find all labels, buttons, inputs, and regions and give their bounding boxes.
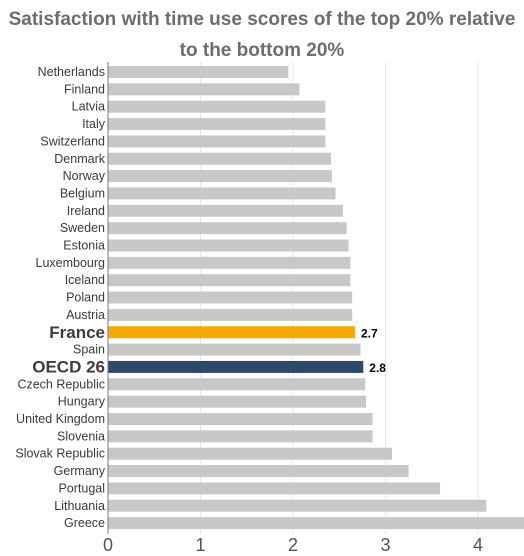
bar-united-kingdom	[108, 413, 373, 425]
x-tick-label: 1	[195, 535, 205, 555]
category-label-austria: Austria	[66, 308, 105, 322]
bar-germany	[108, 465, 409, 478]
category-label-hungary: Hungary	[58, 395, 106, 409]
bar-switzerland	[108, 135, 326, 148]
category-label-belgium: Belgium	[60, 186, 105, 200]
bar-sweden	[108, 222, 347, 235]
category-label-oecd-26: OECD 26	[32, 357, 105, 376]
bar-hungary	[108, 395, 367, 408]
bar-greece	[108, 517, 524, 530]
bar-iceland	[108, 274, 351, 287]
category-label-luxembourg: Luxembourg	[36, 256, 106, 270]
bar-belgium	[108, 187, 336, 200]
category-label-netherlands: Netherlands	[38, 65, 105, 79]
bar-denmark	[108, 152, 331, 165]
category-label-latvia: Latvia	[72, 100, 105, 114]
x-tick-label: 4	[473, 535, 483, 555]
bar-netherlands	[108, 66, 289, 78]
category-label-denmark: Denmark	[54, 152, 105, 166]
bar-norway	[108, 170, 332, 183]
bar-finland	[108, 83, 300, 96]
category-label-france: France	[49, 323, 105, 342]
chart-title: Satisfaction with time use scores of the…	[8, 9, 516, 61]
category-label-ireland: Ireland	[67, 204, 105, 218]
category-label-estonia: Estonia	[63, 239, 105, 253]
bar-slovenia	[108, 430, 373, 443]
x-tick-label: 2	[288, 535, 298, 555]
bar-estonia	[108, 239, 349, 252]
bar-oecd-26	[108, 360, 364, 373]
category-label-germany: Germany	[54, 464, 106, 478]
category-label-slovenia: Slovenia	[57, 429, 105, 443]
bar-latvia	[108, 100, 326, 113]
category-label-portugal: Portugal	[58, 481, 105, 495]
category-label-spain: Spain	[73, 343, 105, 357]
bar-ireland	[108, 204, 343, 217]
bar-slovak-republic	[108, 447, 392, 460]
x-tick-label: 3	[380, 535, 390, 555]
bar-czech-republic	[108, 378, 366, 391]
category-label-finland: Finland	[64, 82, 105, 96]
bar-lithuania	[108, 499, 487, 512]
data-label-france: 2.7	[361, 326, 378, 340]
category-label-norway: Norway	[63, 169, 106, 183]
bar-spain	[108, 343, 361, 356]
bar-poland	[108, 291, 353, 304]
category-label-united-kingdom: United Kingdom	[16, 412, 105, 426]
bar-luxembourg	[108, 256, 351, 269]
bar-italy	[108, 118, 326, 131]
category-label-switzerland: Switzerland	[40, 134, 105, 148]
category-label-italy: Italy	[82, 117, 106, 131]
bar-france	[108, 326, 355, 339]
category-label-sweden: Sweden	[60, 221, 105, 235]
bar-portugal	[108, 482, 441, 495]
x-tick-label: 0	[103, 535, 113, 555]
category-label-czech-republic: Czech Republic	[17, 377, 105, 391]
category-label-iceland: Iceland	[65, 273, 105, 287]
bar-austria	[108, 308, 353, 321]
category-label-lithuania: Lithuania	[54, 499, 105, 513]
category-label-poland: Poland	[66, 291, 105, 305]
category-label-slovak-republic: Slovak Republic	[15, 447, 105, 461]
data-label-oecd-26: 2.8	[369, 361, 386, 375]
category-label-greece: Greece	[64, 516, 105, 530]
